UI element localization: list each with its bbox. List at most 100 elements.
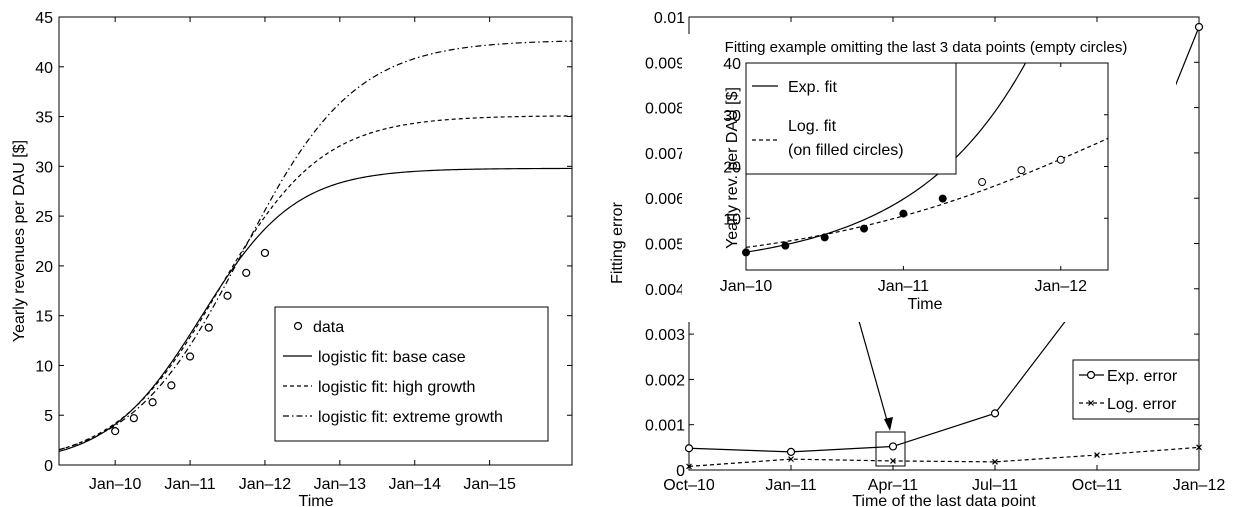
right-legend-box [1072, 359, 1200, 420]
left-y-tick-label: 0 [44, 458, 53, 475]
right-x-tick-label: Jan–12 [1173, 477, 1226, 494]
right-y-tick-label: 0.006 [645, 191, 685, 208]
inset-x-tick-label: Jan–12 [1035, 278, 1088, 295]
data-point [129, 414, 138, 423]
pointer-arrow-head [884, 417, 893, 431]
exp-error-point [990, 409, 1000, 418]
inset-empty-point [1017, 166, 1026, 175]
data-point [111, 427, 120, 436]
inset-filled-point [938, 194, 947, 203]
inset-y-tick-label: 30 [723, 108, 741, 125]
log-error-point [992, 458, 998, 465]
inset-legend: Exp. fit Log. fit (on filled circles) [745, 62, 957, 175]
inset-x-axis-label: Time [908, 296, 943, 313]
highlight-box [875, 431, 906, 467]
inset-legend-log-label-line2: (on filled circles) [788, 142, 904, 159]
inset-x-tick-label: Jan–11 [878, 278, 929, 295]
data-point [185, 352, 195, 361]
inset-log-fit-curve [746, 137, 1108, 248]
right-legend: Exp. error Log. error [1072, 359, 1200, 420]
data-point [148, 398, 157, 407]
legend-data-marker [293, 321, 303, 331]
inset-y-tick-label: 20 [723, 160, 741, 177]
legend-log-error-label: Log. error [1107, 396, 1177, 413]
data-point [260, 248, 270, 258]
exp-error-point [786, 447, 796, 456]
inset-legend-log-label: Log. fit [788, 118, 837, 135]
log-error-point [890, 458, 896, 464]
right-x-tick-label: Apr–11 [868, 477, 919, 494]
exp-error-point [1194, 22, 1204, 32]
left-legend: data logistic fit: base case logistic fi… [274, 306, 549, 442]
legend-data-label: data [313, 319, 344, 336]
inset-empty-point [1056, 155, 1065, 164]
legend-log-error-marker [1088, 400, 1094, 406]
extreme-growth-curve [58, 40, 573, 451]
data-point [204, 323, 213, 332]
left-x-axis-label: Time [299, 493, 334, 507]
data-point [223, 291, 232, 300]
inset-fit-curves [746, 63, 1108, 253]
inset-y-tick-label: 40 [723, 56, 741, 73]
right-x-axis: Oct–10 Jan–11 Apr–11 Jul–11 Oct–11 Jan–12 [663, 17, 1225, 494]
inset-exp-fit-curve [746, 63, 1027, 253]
inset-data-points [742, 155, 1065, 257]
right-y-tick-label: 0.005 [645, 237, 685, 254]
right-y-tick-label: 0.002 [645, 372, 685, 389]
data-point [167, 381, 176, 390]
left-legend-box [274, 306, 549, 442]
inset-y-tick-label: 10 [723, 211, 741, 228]
right-y-tick-label: 0.004 [645, 282, 685, 299]
right-chart: 0 0.001 0.002 0.003 0.004 0.005 0.006 0.007 0.00… [609, 10, 1225, 507]
inset-filled-point [742, 248, 750, 257]
log-error-point [686, 463, 692, 470]
left-x-tick-label: Jan–12 [239, 476, 292, 493]
right-x-axis-label: Time of the last data point [852, 493, 1036, 507]
inset-chart: Fitting example omitting the last 3 data… [682, 34, 1176, 322]
left-fit-curves [58, 40, 573, 453]
right-y-tick-label: 0.001 [645, 418, 685, 435]
left-y-tick-label: 40 [35, 60, 53, 77]
right-y-tick-label: 0.009 [645, 55, 685, 72]
inset-filled-point [860, 224, 869, 233]
legend-exp-error-label: Exp. error [1107, 368, 1178, 385]
inset-filled-point [781, 241, 790, 250]
left-data-points [111, 248, 270, 436]
inset-x-tick-label: Jan–10 [720, 278, 773, 295]
inset-legend-box [745, 62, 957, 175]
left-x-tick-label: Jan–15 [463, 476, 516, 493]
log-error-point [788, 456, 794, 463]
inset-filled-point [820, 233, 829, 242]
right-x-tick-label: Jul–11 [972, 477, 1018, 494]
legend-extreme-label: logistic fit: extreme growth [318, 409, 503, 426]
left-x-tick-label: Jan–13 [314, 476, 367, 493]
right-y-axis: 0 0.001 0.002 0.003 0.004 0.005 0.006 0.007 0.00… [645, 10, 1199, 480]
right-y-tick-label: 0.007 [645, 146, 685, 163]
right-y-tick-label: 0.01 [654, 10, 685, 27]
high-growth-curve [58, 115, 573, 451]
left-x-tick-label: Jan–14 [388, 476, 441, 493]
inset-legend-exp-label: Exp. fit [788, 79, 837, 96]
inset-y-axis-label: Yearly rev. per DAU [$] [724, 87, 741, 249]
inset-filled-point [899, 209, 908, 218]
left-x-tick-label: Jan–11 [164, 476, 215, 493]
inset-x-axis: Jan–10 Jan–11 Jan–12 [720, 63, 1087, 295]
left-y-tick-label: 5 [44, 408, 53, 425]
left-y-tick-label: 35 [35, 110, 53, 127]
left-y-tick-label: 20 [35, 259, 53, 276]
legend-base-label: logistic fit: base case [318, 349, 466, 366]
inset-y-axis: 10 20 30 40 [723, 56, 1108, 228]
left-x-tick-label: Jan–10 [89, 476, 142, 493]
right-y-tick-label: 0 [676, 463, 685, 480]
legend-high-label: logistic fit: high growth [318, 379, 475, 396]
left-y-tick-label: 10 [35, 358, 53, 375]
inset-title: Fitting example omitting the last 3 data… [725, 39, 1128, 56]
left-y-tick-label: 45 [35, 10, 53, 27]
log-error-line [688, 446, 1200, 467]
right-y-tick-label: 0.003 [645, 327, 685, 344]
left-y-tick-label: 30 [35, 159, 53, 176]
left-x-axis: Jan–10 Jan–11 Jan–12 Jan–13 Jan–14 Jan–15 [89, 17, 516, 493]
inset-empty-point [978, 178, 987, 187]
